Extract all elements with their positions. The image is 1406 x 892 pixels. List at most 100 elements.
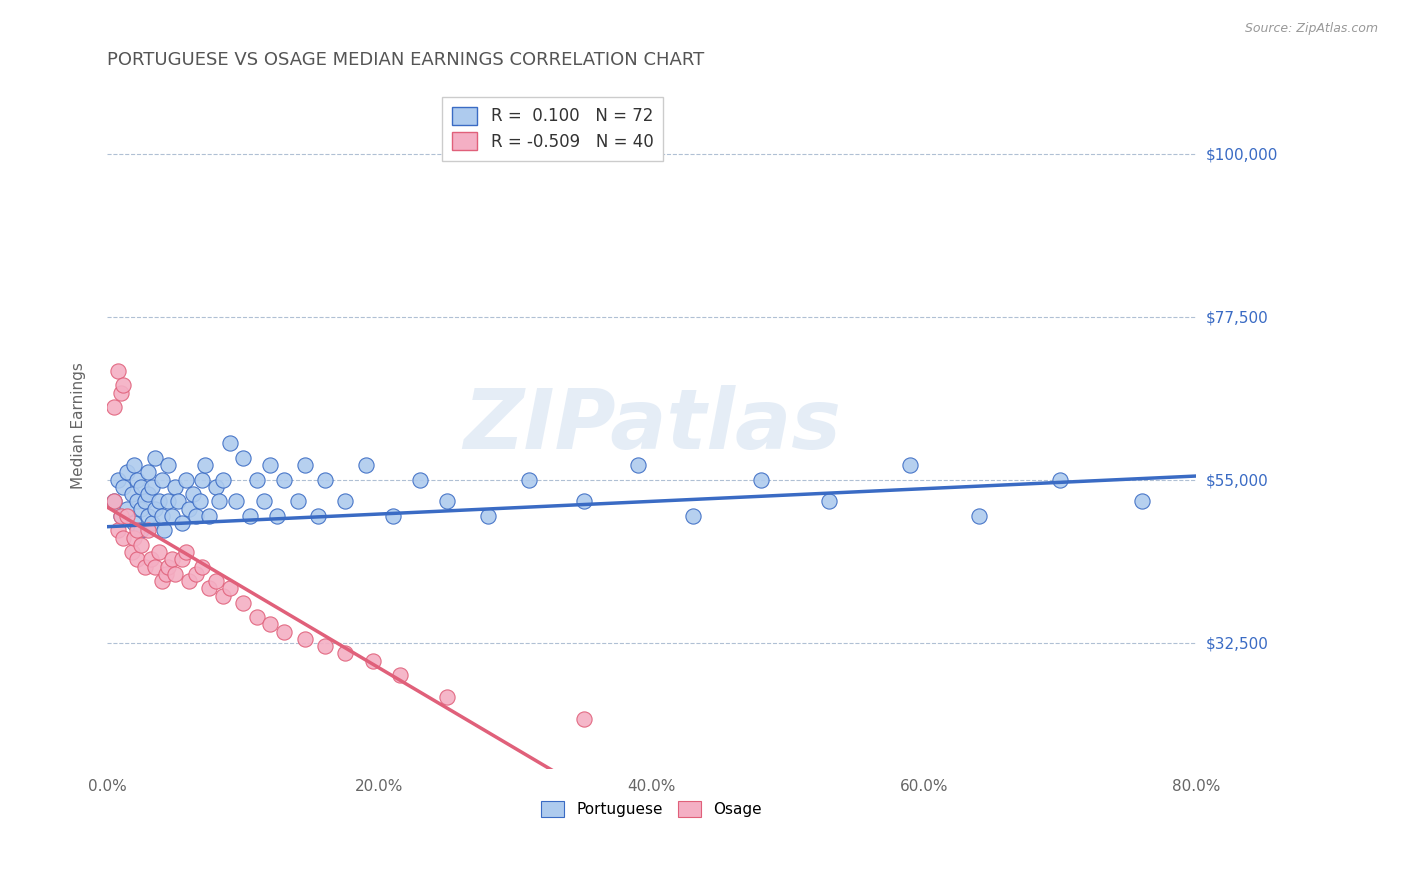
Point <box>103 494 125 508</box>
Point <box>273 473 295 487</box>
Point <box>150 508 173 523</box>
Point <box>682 508 704 523</box>
Point <box>211 473 233 487</box>
Point <box>194 458 217 472</box>
Point <box>143 450 166 465</box>
Legend: Portuguese, Osage: Portuguese, Osage <box>536 796 768 823</box>
Point <box>900 458 922 472</box>
Point <box>174 545 197 559</box>
Point <box>112 378 135 392</box>
Point <box>218 581 240 595</box>
Point <box>143 559 166 574</box>
Point <box>177 501 200 516</box>
Point <box>143 501 166 516</box>
Point <box>110 508 132 523</box>
Point <box>246 610 269 624</box>
Point <box>162 552 184 566</box>
Point <box>477 508 499 523</box>
Point <box>382 508 405 523</box>
Point <box>749 473 772 487</box>
Point <box>134 494 156 508</box>
Point <box>148 494 170 508</box>
Point <box>517 473 540 487</box>
Point <box>153 524 176 538</box>
Point <box>150 473 173 487</box>
Point <box>184 508 207 523</box>
Point <box>232 450 254 465</box>
Point <box>136 524 159 538</box>
Point <box>177 574 200 588</box>
Point <box>124 531 146 545</box>
Point <box>572 494 595 508</box>
Point <box>191 559 214 574</box>
Point <box>165 480 187 494</box>
Point <box>218 436 240 450</box>
Point <box>170 552 193 566</box>
Point <box>112 531 135 545</box>
Point <box>129 524 152 538</box>
Point <box>259 617 281 632</box>
Point <box>361 654 384 668</box>
Point <box>287 494 309 508</box>
Point <box>294 458 316 472</box>
Point <box>103 401 125 415</box>
Point <box>266 508 288 523</box>
Point <box>174 473 197 487</box>
Point <box>314 639 336 653</box>
Point <box>167 494 190 508</box>
Point <box>129 538 152 552</box>
Point <box>239 508 262 523</box>
Point <box>157 494 180 508</box>
Point <box>117 508 139 523</box>
Point <box>294 632 316 646</box>
Point <box>129 501 152 516</box>
Point <box>205 480 228 494</box>
Point <box>121 545 143 559</box>
Text: ZIPatlas: ZIPatlas <box>463 384 841 466</box>
Point <box>121 487 143 501</box>
Point <box>107 364 129 378</box>
Point <box>136 466 159 480</box>
Point <box>107 473 129 487</box>
Point <box>165 566 187 581</box>
Point <box>150 574 173 588</box>
Point <box>103 494 125 508</box>
Point <box>125 473 148 487</box>
Y-axis label: Median Earnings: Median Earnings <box>72 362 86 489</box>
Point <box>141 516 163 530</box>
Point <box>110 385 132 400</box>
Point <box>117 466 139 480</box>
Point <box>129 480 152 494</box>
Point <box>148 545 170 559</box>
Point <box>335 494 357 508</box>
Point <box>436 494 458 508</box>
Point <box>134 559 156 574</box>
Point <box>157 559 180 574</box>
Point <box>112 480 135 494</box>
Point <box>124 458 146 472</box>
Point <box>125 494 148 508</box>
Point <box>139 552 162 566</box>
Point <box>335 647 357 661</box>
Text: PORTUGUESE VS OSAGE MEDIAN EARNINGS CORRELATION CHART: PORTUGUESE VS OSAGE MEDIAN EARNINGS CORR… <box>107 51 704 69</box>
Point <box>259 458 281 472</box>
Point <box>572 712 595 726</box>
Point <box>136 508 159 523</box>
Point <box>107 524 129 538</box>
Point <box>817 494 839 508</box>
Point <box>117 501 139 516</box>
Point <box>1130 494 1153 508</box>
Point <box>184 566 207 581</box>
Point <box>273 624 295 639</box>
Point <box>967 508 990 523</box>
Point <box>232 596 254 610</box>
Point <box>211 589 233 603</box>
Point <box>314 473 336 487</box>
Point <box>307 508 329 523</box>
Point <box>208 494 231 508</box>
Point <box>125 524 148 538</box>
Point <box>155 566 177 581</box>
Point <box>191 473 214 487</box>
Point <box>157 458 180 472</box>
Point <box>436 690 458 704</box>
